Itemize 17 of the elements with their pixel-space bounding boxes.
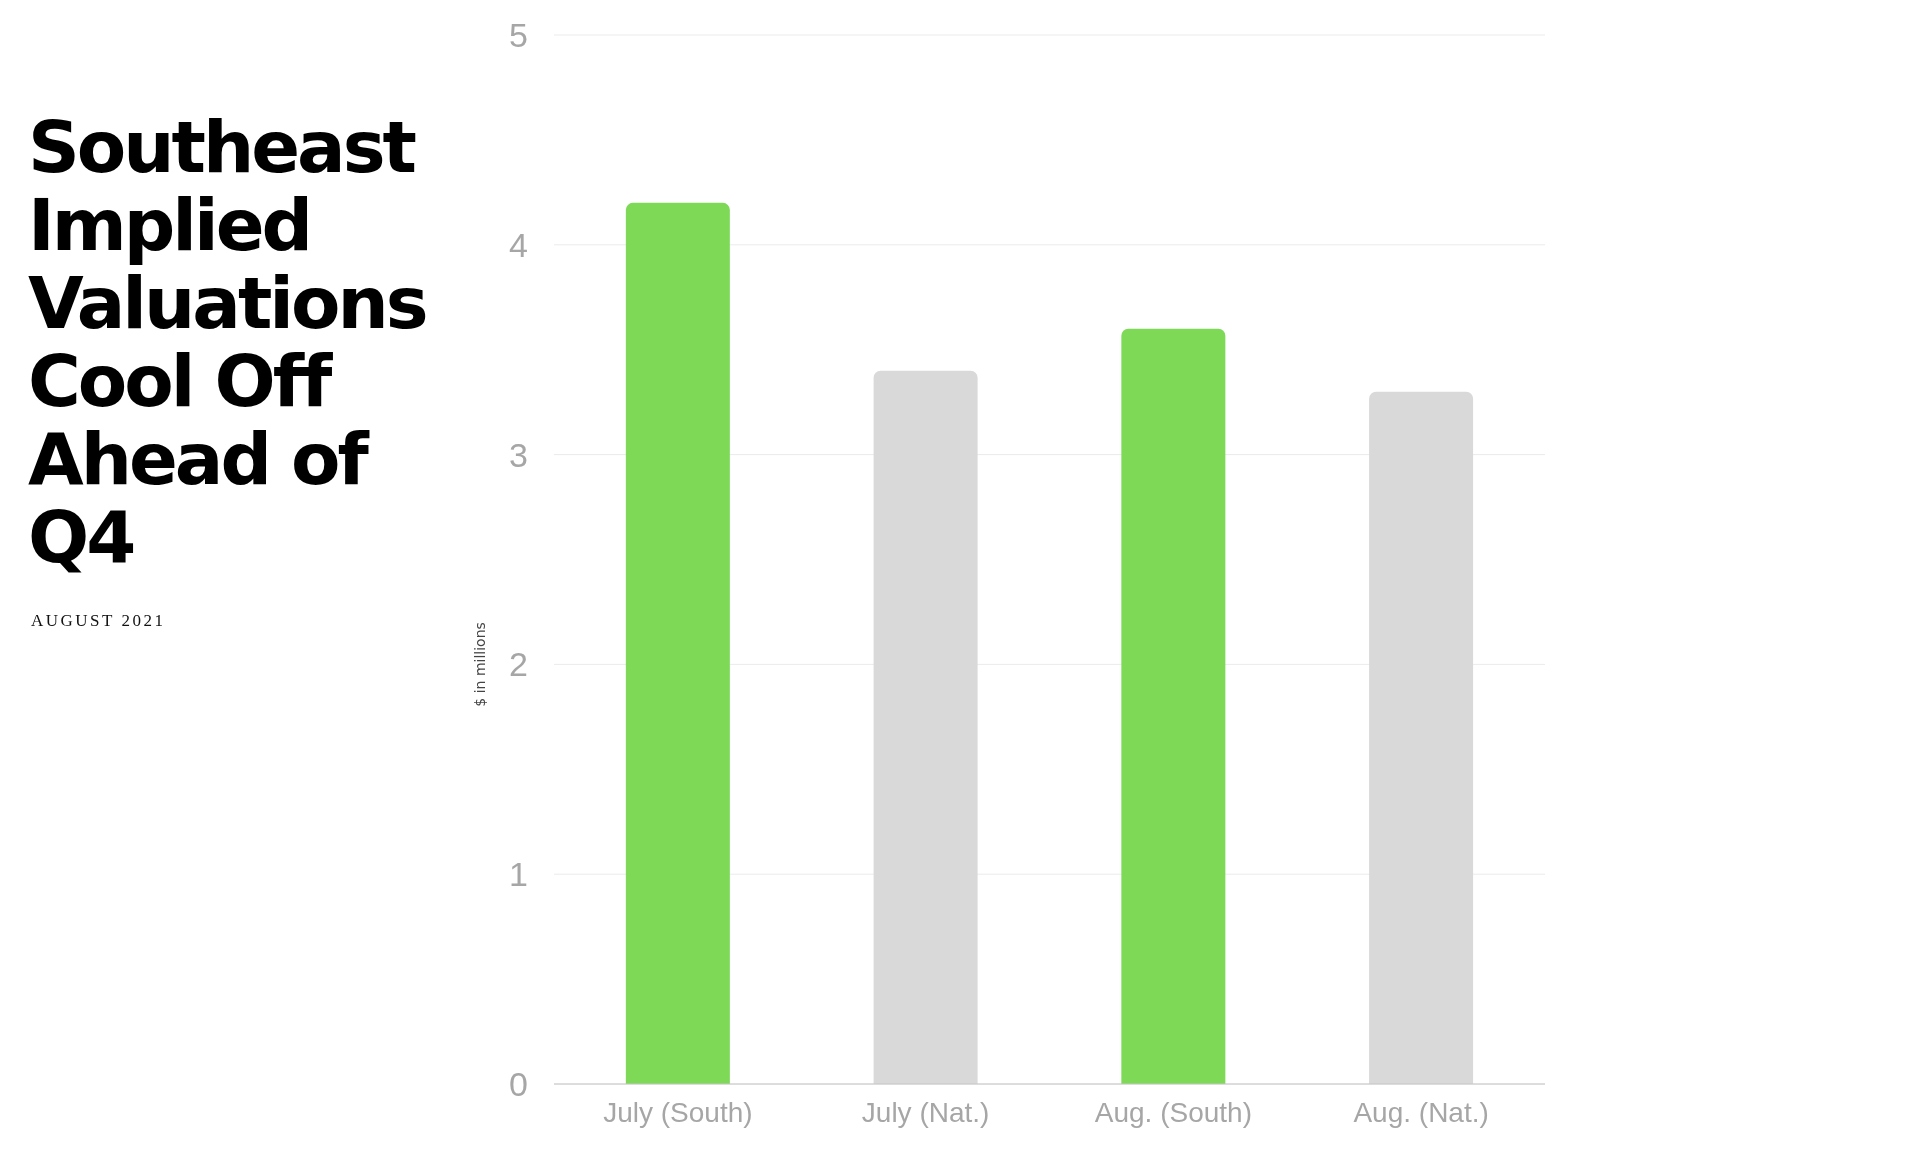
y-tick-label: 5 xyxy=(509,16,528,55)
y-tick-label: 0 xyxy=(509,1065,528,1104)
x-tick-label: July (South) xyxy=(603,1096,753,1128)
y-tick-label: 4 xyxy=(509,225,528,264)
x-tick-label: Aug. (South) xyxy=(1094,1096,1252,1128)
text: AUGUST 2021 xyxy=(31,611,166,631)
x-tick-label: July (Nat.) xyxy=(861,1096,990,1128)
bar xyxy=(873,370,978,1084)
bar xyxy=(1121,328,1226,1084)
y-tick-label: 1 xyxy=(509,855,528,894)
text: Southeast Implied Valuations Cool Off Ahead of Q4 xyxy=(28,105,427,579)
y-axis-title: $ in millions xyxy=(472,622,488,707)
bar xyxy=(1369,391,1474,1084)
x-tick-label: Aug. (Nat.) xyxy=(1353,1096,1489,1128)
y-tick-label: 3 xyxy=(509,435,528,474)
y-tick-label: 2 xyxy=(509,645,528,684)
bar xyxy=(625,202,730,1084)
